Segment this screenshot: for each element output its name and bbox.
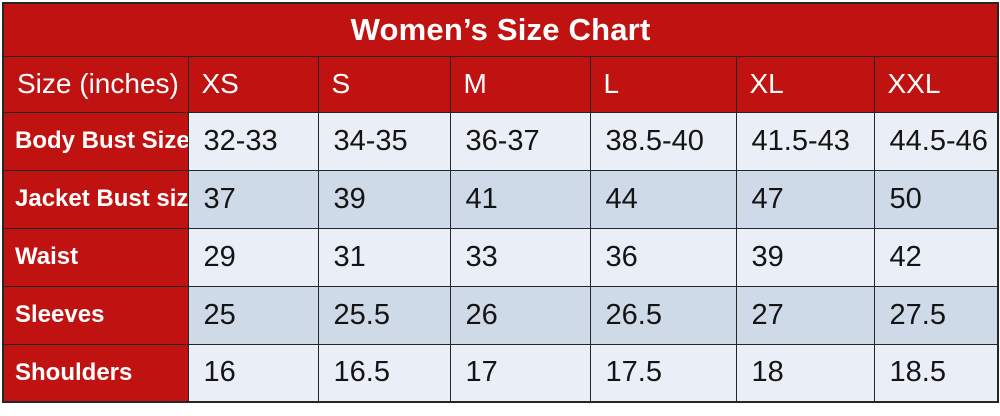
- cell-shoulders-xs: 16: [187, 343, 319, 403]
- size-chart: Women’s Size Chart Size (inches) XS S M …: [2, 2, 1000, 403]
- cell-jacket-bust-xxl: 50: [873, 169, 999, 229]
- cell-jacket-bust-xs: 37: [187, 169, 319, 229]
- cell-waist-m: 33: [449, 227, 591, 287]
- cell-sleeves-xs: 25: [187, 285, 319, 345]
- cell-sleeves-xxl: 27.5: [873, 285, 999, 345]
- column-header-xl: XL: [735, 55, 875, 113]
- cell-waist-xxl: 42: [873, 227, 999, 287]
- table-row-body-bust-size: Body Bust Size 32-33 34-35 36-37 38.5-40…: [2, 111, 999, 171]
- table-row-waist: Waist 29 31 33 36 39 42: [2, 227, 999, 287]
- table-row-sleeves: Sleeves 25 25.5 26 26.5 27 27.5: [2, 285, 999, 345]
- cell-body-bust-s: 34-35: [317, 111, 451, 171]
- cell-jacket-bust-m: 41: [449, 169, 591, 229]
- cell-body-bust-m: 36-37: [449, 111, 591, 171]
- cell-shoulders-s: 16.5: [317, 343, 451, 403]
- row-label-jacket-bust-size: Jacket Bust size: [2, 169, 189, 229]
- column-header-size-inches: Size (inches): [2, 55, 189, 113]
- cell-shoulders-l: 17.5: [589, 343, 737, 403]
- table-row-jacket-bust-size: Jacket Bust size 37 39 41 44 47 50: [2, 169, 999, 229]
- cell-waist-xs: 29: [187, 227, 319, 287]
- column-header-m: M: [449, 55, 591, 113]
- cell-shoulders-xl: 18: [735, 343, 875, 403]
- cell-shoulders-m: 17: [449, 343, 591, 403]
- cell-body-bust-xxl: 44.5-46: [873, 111, 999, 171]
- cell-sleeves-m: 26: [449, 285, 591, 345]
- cell-shoulders-xxl: 18.5: [873, 343, 999, 403]
- column-header-xs: XS: [187, 55, 319, 113]
- cell-waist-s: 31: [317, 227, 451, 287]
- cell-sleeves-l: 26.5: [589, 285, 737, 345]
- cell-body-bust-l: 38.5-40: [589, 111, 737, 171]
- cell-sleeves-xl: 27: [735, 285, 875, 345]
- cell-waist-l: 36: [589, 227, 737, 287]
- size-chart-table: Women’s Size Chart Size (inches) XS S M …: [2, 2, 1000, 403]
- column-header-row: Size (inches) XS S M L XL XXL: [2, 55, 999, 113]
- row-label-sleeves: Sleeves: [2, 285, 189, 345]
- cell-body-bust-xl: 41.5-43: [735, 111, 875, 171]
- column-header-xxl: XXL: [873, 55, 999, 113]
- page-title: Women’s Size Chart: [2, 2, 999, 57]
- cell-jacket-bust-l: 44: [589, 169, 737, 229]
- column-header-s: S: [317, 55, 451, 113]
- cell-body-bust-xs: 32-33: [187, 111, 319, 171]
- row-label-shoulders: Shoulders: [2, 343, 189, 403]
- cell-jacket-bust-xl: 47: [735, 169, 875, 229]
- column-header-l: L: [589, 55, 737, 113]
- cell-sleeves-s: 25.5: [317, 285, 451, 345]
- table-row-shoulders: Shoulders 16 16.5 17 17.5 18 18.5: [2, 343, 999, 403]
- cell-waist-xl: 39: [735, 227, 875, 287]
- row-label-waist: Waist: [2, 227, 189, 287]
- row-label-body-bust-size: Body Bust Size: [2, 111, 189, 171]
- cell-jacket-bust-s: 39: [317, 169, 451, 229]
- title-row: Women’s Size Chart: [2, 2, 999, 57]
